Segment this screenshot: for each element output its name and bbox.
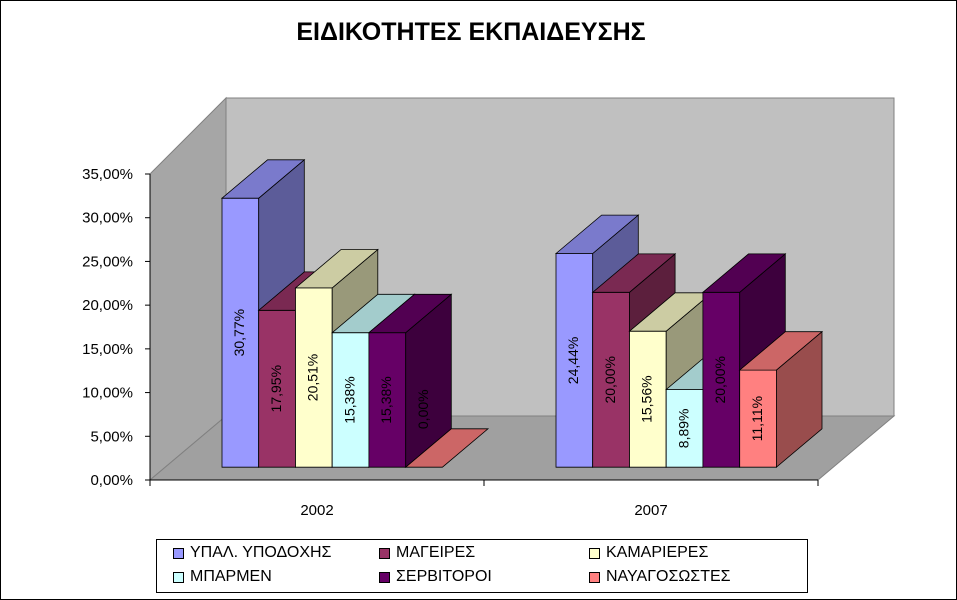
bar: 11,11% [738,330,824,469]
data-label: 8,89% [675,408,691,448]
data-label: 15,38% [378,376,394,423]
bar-top [701,253,787,293]
y-tick-label: 0,00% [90,472,133,489]
bar-top [554,214,640,254]
legend-label: ΜΑΓΕΙΡΕΣ [396,544,476,561]
y-tick-label: 10,00% [82,385,133,402]
chart-axes: 0,00% 5,00% 10,00% 15,00% 20,00% 25,00% 30,00%… [82,166,819,519]
y-tick-label: 35,00% [82,166,133,183]
data-label: 0,00% [415,389,431,429]
bar-top [404,428,490,468]
legend-label: ΝΑΥΑΓΟΣΩΣΤΕΣ [606,568,731,585]
chart-legend: ΥΠΑΛ. ΥΠΟΔΟΧΗΣ ΜΑΓΕΙΡΕΣ ΚΑΜΑΡΙΕΡΕΣ ΜΠΑΡΜΕΝ Σ… [156,539,808,593]
legend-item: ΜΑΓΕΙΡΕΣ [379,544,475,562]
legend-item: ΣΕΡΒΙΤΟΡΟΙ [379,568,492,586]
chart-bars: 24,44% 20,00% 15,56% 8,89% 20,00% 11,11% 30,77… [220,158,824,469]
legend-item: ΝΑΥΑΓΟΣΩΣΤΕΣ [589,568,731,586]
legend-swatch [379,547,390,559]
y-tick-label: 5,00% [90,428,133,445]
legend-label: ΥΠΑΛ. ΥΠΟΔΟΧΗΣ [190,544,332,561]
y-tick-label: 30,00% [82,210,133,227]
chart-title: ΕΙΔΙΚΟΤΗΤΕΣ ΕΚΠΑΙΔΕΥΣΗΣ [296,18,645,46]
data-label: 20,00% [602,356,618,403]
bar-top [738,331,824,371]
legend-swatch [173,571,184,583]
bar: 0,00% [404,389,490,468]
bar-top [294,249,379,289]
data-label: 24,44% [565,337,581,384]
data-label: 17,95% [268,365,284,412]
side-wall [149,96,227,482]
bar-top [367,293,453,334]
legend-swatch [379,571,390,583]
legend-swatch [173,547,184,559]
data-label: 20,00% [712,356,728,403]
bar-top [220,159,306,199]
legend-label: ΚΑΜΑΡΙΕΡΕΣ [606,544,709,561]
legend-label: ΜΠΑΡΜΕΝ [190,568,272,585]
bar: 15,38% [367,293,453,469]
legend-item: ΚΑΜΑΡΙΕΡΕΣ [589,544,708,562]
legend-item: ΥΠΑΛ. ΥΠΟΔΟΧΗΣ [173,544,331,562]
data-label: 15,56% [638,375,654,422]
data-label: 20,51% [305,354,321,401]
y-tick-label: 20,00% [82,297,133,314]
x-tick-label: 2007 [634,502,667,519]
legend-label: ΣΕΡΒΙΤΟΡΟΙ [396,568,492,585]
legend-swatch [589,571,600,583]
data-label: 30,77% [231,309,247,356]
y-tick-label: 15,00% [82,341,133,358]
data-label: 15,38% [341,376,357,423]
data-label: 11,11% [749,396,765,441]
y-tick-label: 25,00% [82,253,133,270]
legend-item: ΜΠΑΡΜΕΝ [173,568,272,586]
legend-swatch [589,547,600,559]
x-tick-label: 2002 [300,502,333,519]
bar-top [591,253,677,293]
